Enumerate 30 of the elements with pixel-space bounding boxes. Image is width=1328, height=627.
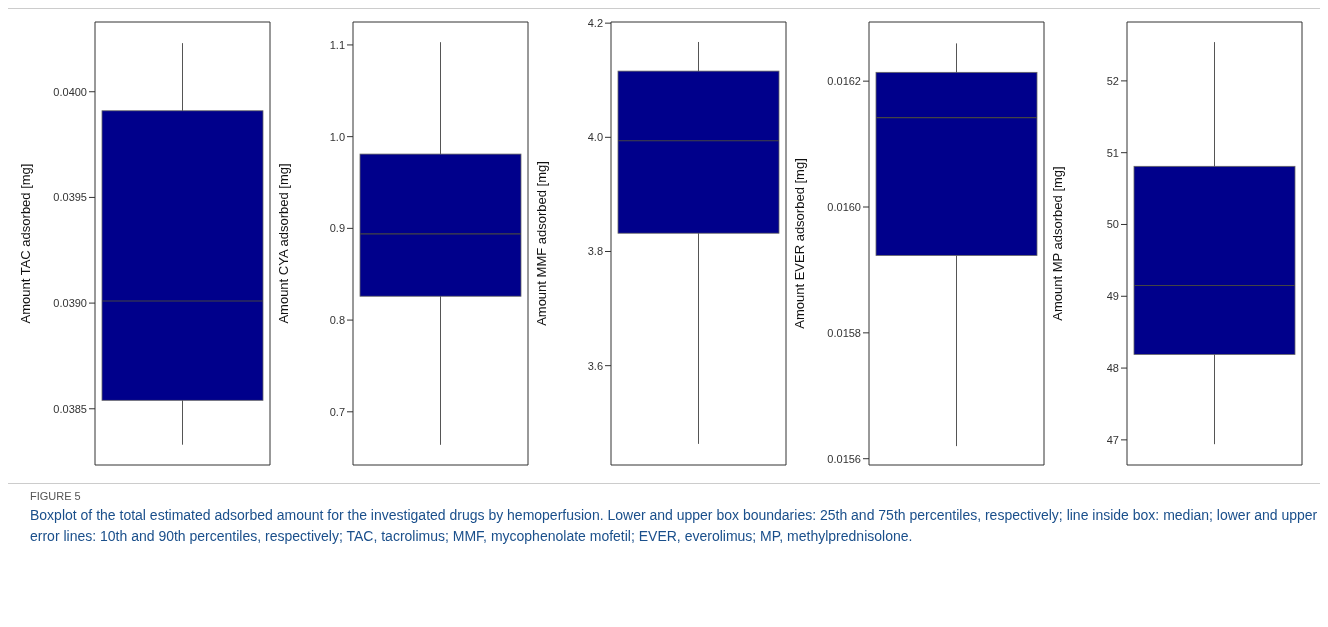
y-tick-label: 0.7	[329, 405, 345, 418]
text: Boxplot of the total estimated adsorbed amount for the investigated drugs by hemoperfusion. Lower and upper box boundaries: 25th and 75th percentiles, respectively; line inside box: median; lower and upper error lines: 10th and 90th percentiles, respectively; TAC, tacrolimus; MMF, mycophenolate mofetil; EVER, everolimus; MP, methylprednisolone.	[30, 506, 1319, 546]
text: FIGURE 5	[30, 490, 82, 502]
y-tick-label: 3.8	[587, 245, 603, 258]
y-tick-label: 4.0	[587, 131, 603, 144]
y-tick-label: 4.2	[587, 17, 603, 30]
y-tick-label: 3.6	[587, 359, 603, 372]
y-tick-label: 0.0390	[53, 297, 87, 310]
y-tick-label: 0.0395	[53, 191, 87, 204]
y-axis-title: Amount MP adsorbed [mg]	[1049, 166, 1065, 321]
y-tick-label: 0.0385	[53, 402, 87, 415]
y-tick-label: 48	[1106, 361, 1119, 374]
y-tick-label: 1.1	[329, 38, 345, 51]
y-axis-title: Amount MMF adsorbed [mg]	[533, 161, 549, 326]
y-axis-title: Amount TAC adsorbed [mg]	[17, 163, 33, 324]
y-tick-label: 0.9	[329, 222, 345, 235]
y-tick-label: 1.0	[329, 130, 345, 143]
y-tick-label: 0.0158	[827, 326, 861, 339]
y-tick-label: 0.0162	[827, 75, 861, 88]
y-tick-label: 0.0160	[827, 200, 861, 213]
y-tick-label: 49	[1106, 290, 1119, 303]
y-tick-label: 0.0156	[827, 452, 861, 465]
y-tick-label: 51	[1106, 146, 1119, 159]
y-tick-label: 0.8	[329, 313, 345, 326]
y-tick-label: 0.0400	[53, 85, 87, 98]
y-tick-label: 47	[1106, 433, 1119, 446]
y-tick-label: 52	[1106, 74, 1119, 87]
y-axis-title: Amount EVER adsorbed [mg]	[791, 158, 807, 329]
y-tick-label: 50	[1106, 218, 1119, 231]
y-axis-title: Amount CYA adsorbed [mg]	[275, 163, 291, 324]
